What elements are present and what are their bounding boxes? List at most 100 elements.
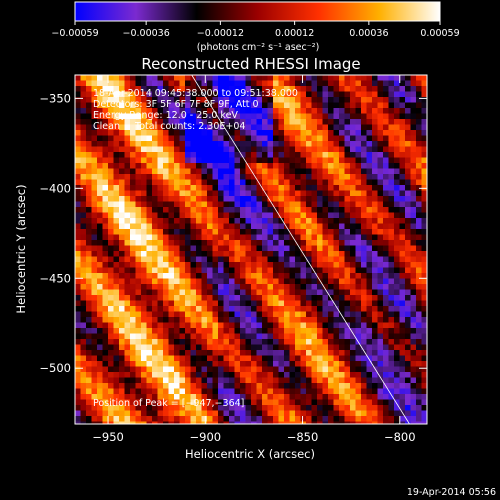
heatmap-cell	[388, 256, 395, 263]
heatmap-cell	[317, 394, 324, 401]
heatmap-cell	[174, 289, 181, 296]
heatmap-cell	[91, 344, 98, 351]
heatmap-cell	[284, 256, 291, 263]
heatmap-cell	[317, 361, 324, 368]
heatmap-cell	[119, 311, 126, 318]
heatmap-cell	[97, 273, 104, 280]
heatmap-cell	[119, 179, 126, 186]
heatmap-cell	[102, 201, 109, 208]
heatmap-cell	[185, 410, 192, 417]
heatmap-cell	[311, 295, 318, 302]
heatmap-cell	[421, 75, 427, 82]
heatmap-cell	[311, 311, 318, 318]
heatmap-cell	[163, 289, 170, 296]
heatmap-cell	[108, 163, 115, 170]
heatmap-cell	[75, 179, 82, 186]
heatmap-cell	[179, 97, 186, 104]
heatmap-cell	[278, 366, 285, 373]
heatmap-cell	[372, 405, 379, 412]
heatmap-cell	[399, 306, 406, 313]
heatmap-cell	[91, 333, 98, 340]
heatmap-cell	[124, 273, 131, 280]
heatmap-cell	[245, 251, 252, 258]
heatmap-cell	[234, 152, 241, 159]
heatmap-cell	[333, 284, 340, 291]
heatmap-cell	[328, 262, 335, 269]
heatmap-cell	[234, 190, 241, 197]
heatmap-cell	[333, 273, 340, 280]
heatmap-cell	[163, 97, 170, 104]
heatmap-cell	[372, 289, 379, 296]
heatmap-cell	[284, 113, 291, 120]
heatmap-cell	[135, 361, 142, 368]
heatmap-cell	[86, 344, 93, 351]
heatmap-cell	[289, 212, 296, 219]
heatmap-cell	[388, 366, 395, 373]
heatmap-cell	[361, 119, 368, 126]
heatmap-cell	[240, 141, 247, 148]
heatmap-cell	[174, 388, 181, 395]
heatmap-cell	[366, 366, 373, 373]
heatmap-cell	[383, 234, 390, 241]
heatmap-cell	[223, 157, 230, 164]
heatmap-cell	[317, 124, 324, 131]
heatmap-cell	[289, 344, 296, 351]
heatmap-cell	[179, 289, 186, 296]
heatmap-cell	[267, 388, 274, 395]
heatmap-cell	[322, 344, 329, 351]
heatmap-cell	[179, 80, 186, 87]
heatmap-cell	[190, 190, 197, 197]
heatmap-cell	[80, 124, 87, 131]
heatmap-cell	[295, 306, 302, 313]
heatmap-cell	[421, 108, 427, 115]
heatmap-cell	[295, 102, 302, 109]
heatmap-cell	[388, 163, 395, 170]
heatmap-cell	[113, 322, 120, 329]
heatmap-cell	[141, 75, 148, 82]
heatmap-cell	[75, 212, 82, 219]
heatmap-cell	[273, 119, 280, 126]
heatmap-cell	[284, 245, 291, 252]
heatmap-cell	[350, 361, 357, 368]
heatmap-cell	[388, 190, 395, 197]
heatmap-cell	[300, 218, 307, 225]
heatmap-cell	[377, 278, 384, 285]
heatmap-cell	[75, 196, 82, 203]
heatmap-cell	[306, 97, 313, 104]
heatmap-cell	[416, 75, 423, 82]
heatmap-cell	[278, 201, 285, 208]
heatmap-cell	[86, 119, 93, 126]
heatmap-cell	[124, 146, 131, 153]
heatmap-cell	[135, 179, 142, 186]
heatmap-cell	[317, 289, 324, 296]
heatmap-cell	[212, 223, 219, 230]
heatmap-cell	[405, 75, 412, 82]
heatmap-cell	[322, 300, 329, 307]
heatmap-cell	[350, 135, 357, 142]
heatmap-cell	[410, 218, 417, 225]
heatmap-cell	[234, 273, 241, 280]
heatmap-cell	[190, 394, 197, 401]
heatmap-cell	[278, 322, 285, 329]
heatmap-cell	[218, 135, 225, 142]
heatmap-cell	[102, 251, 109, 258]
heatmap-cell	[229, 366, 236, 373]
heatmap-cell	[344, 410, 351, 417]
heatmap-cell	[75, 141, 82, 148]
heatmap-cell	[256, 256, 263, 263]
heatmap-cell	[410, 86, 417, 93]
heatmap-cell	[146, 273, 153, 280]
heatmap-cell	[289, 168, 296, 175]
heatmap-cell	[80, 152, 87, 159]
heatmap-cell	[317, 75, 324, 82]
heatmap-cell	[102, 152, 109, 159]
heatmap-cell	[383, 361, 390, 368]
heatmap-cell	[179, 119, 186, 126]
heatmap-cell	[196, 113, 203, 120]
heatmap-cell	[108, 212, 115, 219]
heatmap-cell	[355, 317, 362, 324]
heatmap-cell	[135, 113, 142, 120]
heatmap-cell	[185, 174, 192, 181]
heatmap-cell	[344, 289, 351, 296]
heatmap-cell	[141, 405, 148, 412]
